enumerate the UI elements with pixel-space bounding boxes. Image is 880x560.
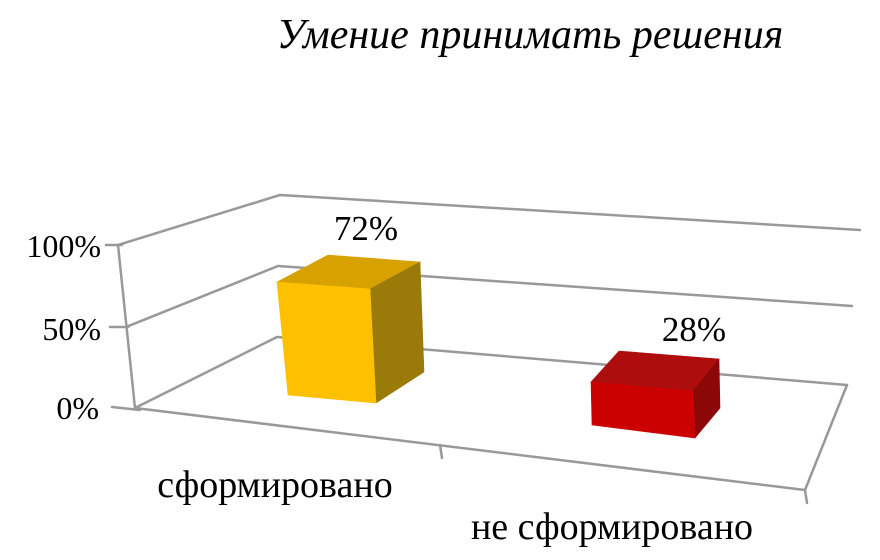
leftwall-gridline-50	[124, 264, 280, 329]
x-axis-line	[133, 406, 807, 492]
y-tick-label-100: 100%	[26, 228, 101, 264]
category-label-not-formed: не сформировано	[471, 506, 753, 548]
x-tick-end-mark	[803, 488, 809, 505]
y-tick-label-50: 50%	[42, 311, 101, 347]
y-tick-label-0: 0%	[56, 390, 99, 426]
data-label-formed: 72%	[334, 209, 398, 248]
x-tick-separator-mark	[438, 443, 444, 460]
floor-left-edge	[133, 335, 279, 410]
floor-right-edge	[803, 383, 849, 492]
plot-frame	[104, 193, 862, 505]
data-label-not-formed: 28%	[662, 310, 726, 349]
bars-group	[275, 254, 721, 439]
leftwall-gridline-100	[116, 193, 282, 247]
bar-not-formed-front-face	[590, 381, 696, 439]
chart-title: Умение принимать решения	[277, 12, 784, 58]
backwall-gridline-100	[278, 193, 862, 232]
category-label-formed: сформировано	[157, 464, 392, 506]
bar-formed-front-face	[276, 281, 377, 404]
y-tick-0-mark	[110, 405, 142, 412]
